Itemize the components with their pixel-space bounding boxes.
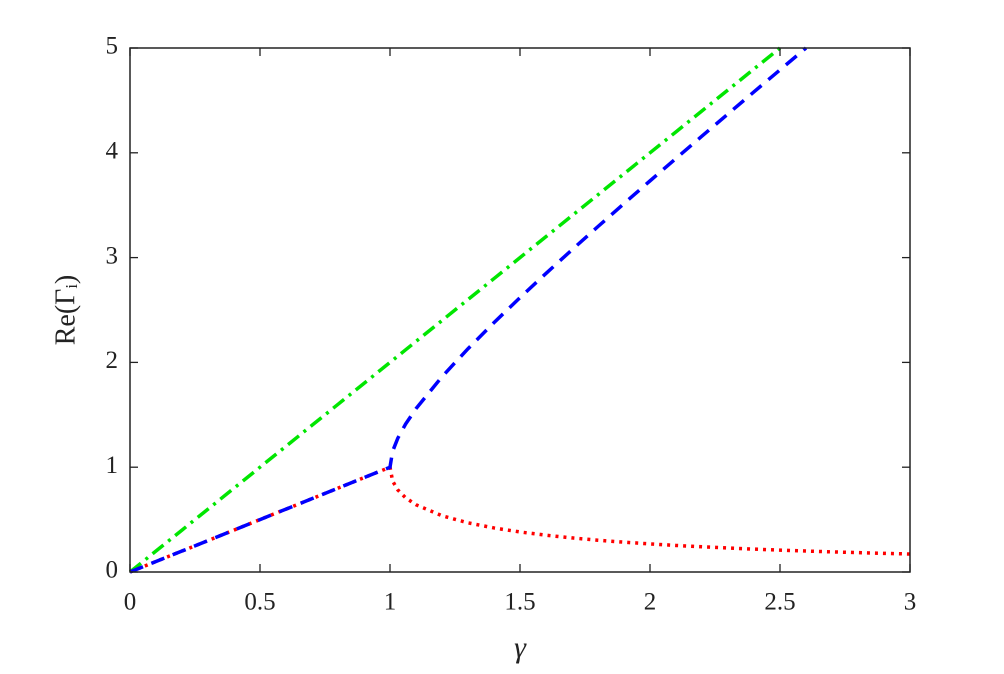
- x-tick-label: 0.5: [244, 589, 275, 616]
- y-tick-label: 2: [106, 347, 119, 374]
- y-axis-label: Re(Γᵢ): [50, 275, 81, 346]
- x-tick-label: 2: [644, 589, 657, 616]
- line-series: [128, 46, 782, 574]
- axes-box: [129, 47, 911, 573]
- y-tick-label: 4: [106, 138, 119, 165]
- x-tick-label: 1: [384, 589, 397, 616]
- plot-area: [130, 48, 910, 572]
- line-series: [129, 464, 911, 574]
- x-tick-label: 1.5: [504, 589, 535, 616]
- x-axis-label: γ: [514, 631, 527, 664]
- x-tick-label: 3: [904, 589, 917, 616]
- y-tick-label: 0: [106, 557, 119, 584]
- y-tick-label: 1: [106, 452, 119, 479]
- x-tick-label: 0: [124, 589, 137, 616]
- x-tick-label: 2.5: [764, 589, 795, 616]
- y-tick-label: 5: [106, 33, 119, 60]
- y-tick-label: 3: [106, 242, 119, 269]
